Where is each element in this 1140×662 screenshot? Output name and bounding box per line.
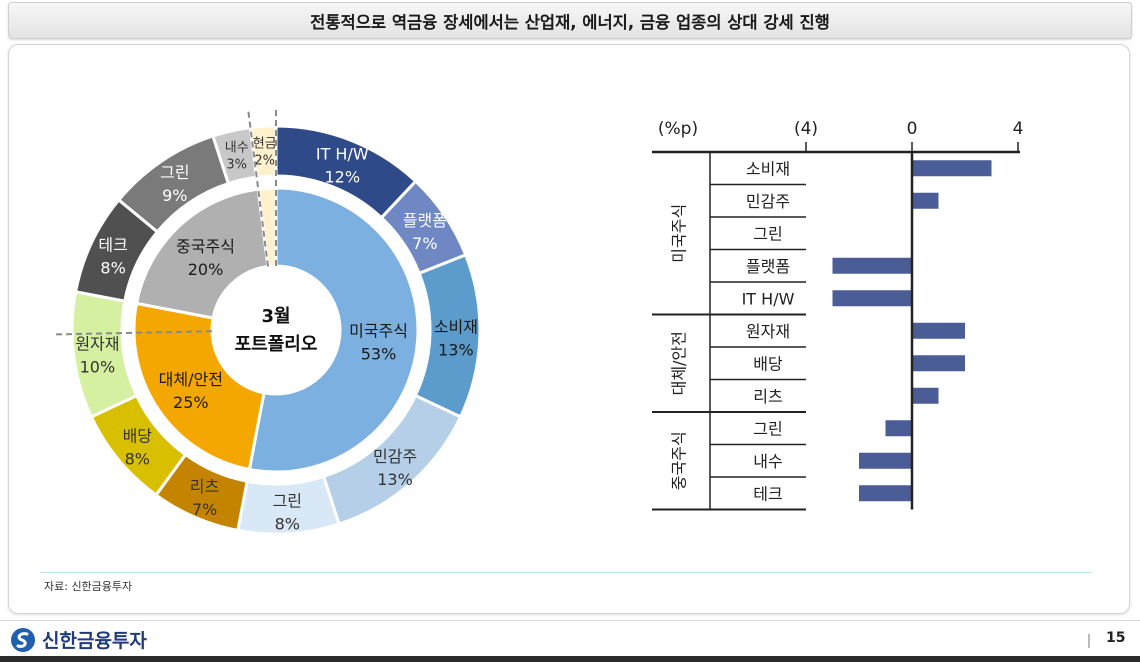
category-label: 원자재 [746,322,790,341]
section-divider [247,111,269,267]
x-tick-label: (4) [794,119,818,139]
bar [912,322,965,339]
outer_ring-value: 7% [412,234,437,253]
outer_ring-value: 13% [438,341,474,360]
bar [859,452,912,469]
donut-center [212,266,340,394]
outer_ring-value: 8% [100,258,125,277]
inner_ring-label: 중국주식 [176,237,235,256]
inner_ring-value: 20% [188,260,224,279]
brand-logo: 신한금융투자 [10,626,147,653]
category-label: 내수 [753,452,782,471]
outer_ring-label: 민감주 [373,447,417,466]
outer_ring-value: 2% [254,153,275,168]
bar [832,290,912,307]
inner_ring-label: 대체/안전 [159,370,223,389]
source-divider [40,572,1092,573]
category-label: 그린 [753,419,782,438]
group-label: 미국주식 [670,204,689,263]
footer-divider [0,620,1140,621]
outer_ring-value: 8% [125,450,150,469]
page-number: 15 [1106,630,1126,646]
category-label: 그린 [753,224,782,243]
unit-label: (%p) [658,119,698,139]
outer_ring-value: 3% [226,157,247,172]
bottom-bar [0,656,1140,662]
outer_ring-value: 7% [192,500,217,519]
bar [912,192,939,209]
x-tick-label: 0 [907,119,918,139]
outer_ring-label: 그린 [273,492,302,511]
outer_ring-value: 12% [324,168,360,187]
brand-name: 신한금융투자 [42,630,147,652]
category-label: IT H/W [742,289,795,308]
portfolio-donut-chart: IT H/W 12% 플랫폼 7% 소비재 13% 민감주 13% 그린 8% 리츠 7% 배당 8% 원자… [56,110,482,534]
inner_ring-value: 53% [361,345,397,364]
bar [859,485,912,502]
group-label: 중국주식 [670,431,689,490]
category-label: 배당 [753,354,783,373]
donut-center-title: 3월 [261,306,290,327]
x-tick-label: 4 [1013,119,1024,139]
group-label: 대체/안전 [670,331,689,395]
page-separator [1088,634,1090,648]
outer_ring-value: 13% [377,470,413,489]
page-title: 전통적으로 역금융 장세에서는 산업재, 에너지, 금융 업종의 상대 강세 진… [8,2,1132,39]
category-label: 플랫폼 [746,257,790,276]
outer_ring-value: 8% [275,515,300,534]
outer_ring-value: 10% [80,358,116,377]
outer_ring-label: 플랫폼 [403,211,447,230]
category-label: 소비재 [746,159,790,178]
outer_ring-label: 그린 [160,163,189,182]
outer_ring-slice [70,290,139,419]
bar [912,160,992,177]
outer_ring-label: 원자재 [75,335,119,354]
inner_ring-value: 25% [173,393,209,412]
outer_ring-label: IT H/W [316,145,369,164]
outer_ring-value: 9% [162,186,187,205]
outer_ring-label: 테크 [98,235,127,254]
bar [832,257,912,274]
category-label: 테크 [753,484,782,503]
shinhan-logo-icon [11,627,35,652]
category-label: 민감주 [746,192,790,211]
outer_ring-label: 현금 [253,136,277,151]
source-note: 자료: 신한금융투자 [44,580,133,593]
outer_ring-label: 배당 [123,427,153,446]
bar [885,420,912,437]
outer_ring-label: 소비재 [434,318,478,337]
inner_ring-label: 미국주식 [349,322,408,341]
section-divider [56,330,213,336]
outer_ring-label: 리츠 [190,477,219,496]
category-label: 리츠 [753,387,782,406]
donut-center-subtitle: 포트폴리오 [235,334,318,355]
bar [912,387,939,404]
bar [912,355,965,372]
outer_ring-label: 내수 [225,140,249,155]
